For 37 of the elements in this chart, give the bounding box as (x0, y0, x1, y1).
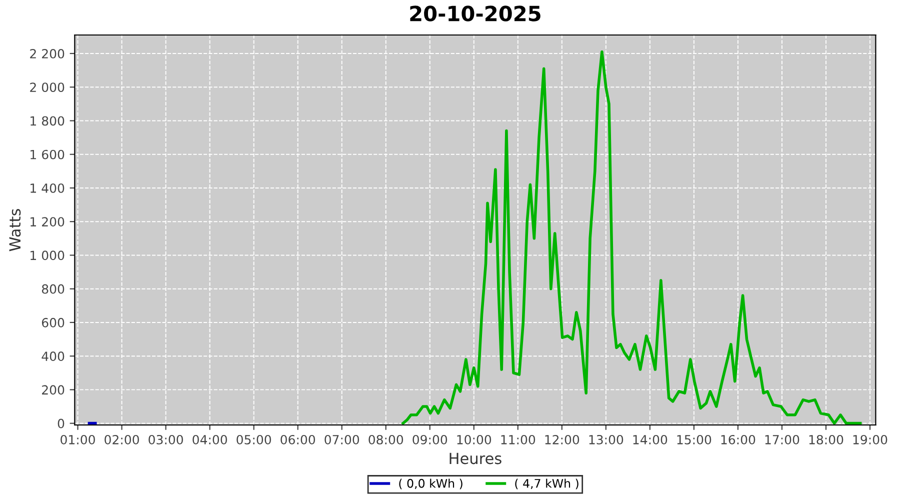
legend-label: ( 4,7 kWh ) (515, 478, 578, 490)
x-tick-label: 01:00 (60, 434, 95, 444)
x-tick-label: 19:00 (853, 434, 888, 444)
x-tick-label: 07:00 (324, 434, 360, 444)
y-axis-title: Watts (9, 209, 21, 252)
x-tick-label: 06:00 (280, 434, 316, 444)
x-tick-label: 10:00 (457, 434, 492, 444)
x-tick-label: 05:00 (236, 434, 272, 444)
legend-label: ( 0,0 kWh ) (399, 478, 462, 490)
y-tick-label: 0 (58, 418, 64, 428)
x-tick-label: 04:00 (192, 434, 227, 444)
x-tick-label: 02:00 (104, 434, 139, 444)
x-tick-label: 09:00 (412, 434, 448, 444)
y-tick-label: 1 400 (30, 183, 64, 193)
y-tick-label: 1 000 (30, 250, 64, 260)
y-tick-label: 600 (42, 318, 64, 328)
x-tick-label: 16:00 (721, 434, 756, 444)
y-tick-label: 1 800 (30, 116, 64, 126)
x-axis-title: Heures (450, 452, 502, 464)
x-tick-label: 13:00 (589, 434, 624, 444)
chart-title: 20-10-2025 (410, 6, 540, 22)
x-tick-label: 14:00 (633, 434, 668, 444)
x-tick-label: 08:00 (368, 434, 404, 444)
y-tick-label: 1 200 (30, 217, 64, 227)
x-tick-label: 15:00 (677, 434, 712, 444)
x-tick-label: 11:00 (501, 434, 536, 444)
y-tick-label: 2 000 (30, 82, 64, 92)
y-tick-label: 200 (42, 385, 64, 395)
line-series (402, 50, 862, 425)
y-tick-label: 400 (42, 352, 64, 362)
x-tick-label: 12:00 (545, 434, 580, 444)
y-tick-label: 800 (42, 284, 64, 294)
y-tick-label: 2 200 (30, 48, 64, 58)
x-tick-label: 03:00 (148, 434, 183, 444)
y-tick-label: 1 600 (30, 150, 64, 160)
x-tick-label: 17:00 (765, 434, 800, 444)
x-tick-label: 18:00 (809, 434, 844, 444)
